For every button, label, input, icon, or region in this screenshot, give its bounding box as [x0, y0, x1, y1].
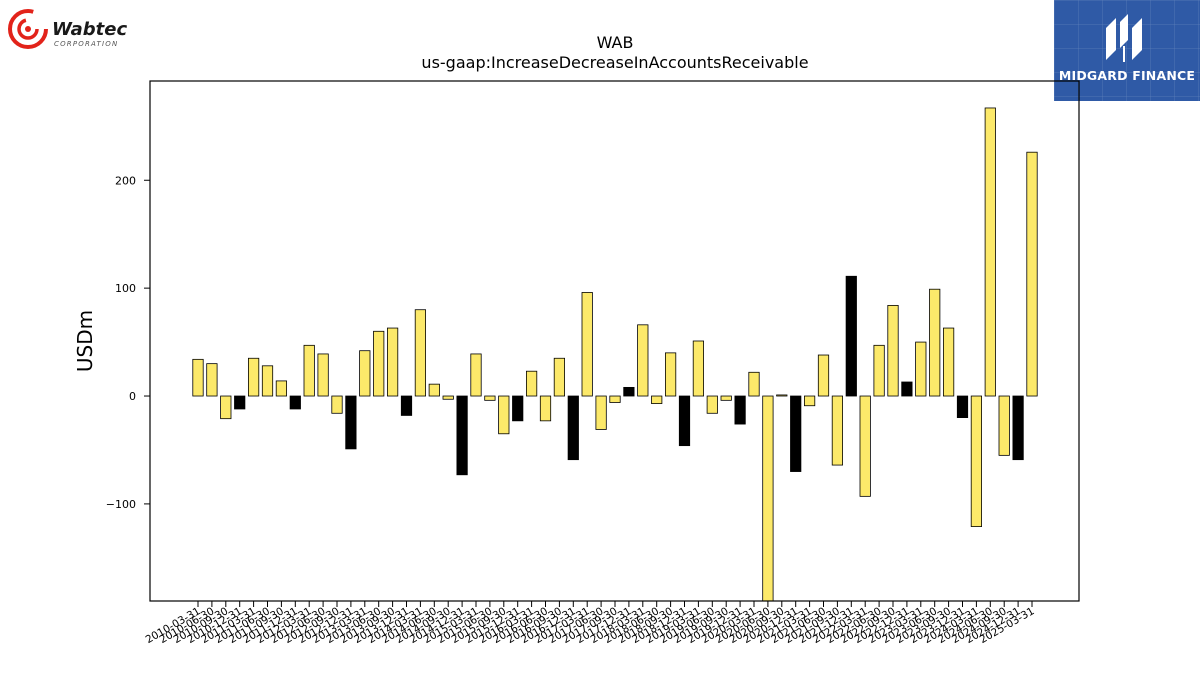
- y-tick-label: 0: [129, 390, 136, 403]
- bar: [526, 370, 538, 397]
- bar: [901, 381, 913, 397]
- bar: [873, 344, 885, 397]
- bar: [234, 395, 246, 410]
- bar: [748, 371, 760, 397]
- bar: [970, 395, 983, 527]
- bar: [845, 275, 857, 397]
- bar: [998, 395, 1010, 456]
- bar: [192, 358, 204, 397]
- bar: [470, 353, 482, 397]
- bar: [331, 395, 343, 414]
- y-tick-label: 100: [115, 282, 136, 295]
- plot-area: −10001002002010-03-312010-06-302010-09-3…: [106, 107, 1038, 646]
- bar: [289, 395, 301, 410]
- bar: [275, 380, 288, 397]
- bar: [665, 352, 677, 397]
- bar: [512, 395, 524, 422]
- bar: [317, 353, 329, 397]
- bar: [345, 395, 357, 450]
- bar: [762, 395, 774, 601]
- bar: [247, 357, 260, 397]
- bar: [595, 395, 607, 430]
- y-tick-label: −100: [106, 498, 136, 511]
- bar: [678, 395, 691, 447]
- midgard-finance-logo: MIDGARD FINANCE: [1054, 0, 1200, 101]
- bar: [776, 394, 788, 397]
- bar: [929, 288, 941, 397]
- bar: [206, 363, 218, 397]
- bar: [456, 395, 468, 476]
- bar: [400, 395, 413, 416]
- midgard-wordmark: MIDGARD FINANCE: [1058, 68, 1196, 83]
- bar: [1026, 151, 1038, 397]
- y-axis-label: USDm: [73, 310, 97, 372]
- wabtec-logo: Wabtec CORPORATION: [6, 6, 146, 52]
- bar: [373, 330, 385, 397]
- wabtec-tagline: CORPORATION: [54, 40, 118, 48]
- bar: [956, 395, 969, 418]
- bars-group: [192, 107, 1038, 601]
- chart-title: WAB: [597, 33, 634, 52]
- bar: [484, 395, 496, 401]
- bar: [303, 344, 315, 397]
- plot-frame: [149, 80, 1080, 602]
- bar: [1012, 395, 1024, 461]
- bar: [553, 357, 566, 397]
- bar: [887, 304, 899, 397]
- bar: [414, 309, 427, 397]
- bar: [831, 395, 844, 466]
- bar: [442, 395, 454, 400]
- wabtec-wordmark: Wabtec: [52, 19, 127, 40]
- bar: [915, 341, 927, 397]
- bar: [734, 395, 746, 425]
- bar: [692, 340, 705, 397]
- bar: [651, 395, 663, 404]
- bar: [359, 350, 371, 397]
- bar: [220, 395, 232, 420]
- wabtec-emblem-icon: [8, 9, 48, 49]
- bar: [581, 292, 593, 397]
- bar: [539, 395, 552, 422]
- bar: [637, 324, 649, 397]
- bar: [859, 395, 871, 497]
- bar: [609, 395, 621, 403]
- bar: [804, 395, 816, 407]
- bar: [498, 395, 510, 435]
- bar: [261, 365, 274, 397]
- bar: [720, 395, 732, 401]
- bar: [943, 327, 955, 397]
- bar: [567, 395, 579, 461]
- y-tick-label: 200: [115, 174, 136, 187]
- bar: [706, 395, 718, 414]
- bar: [428, 383, 440, 397]
- bar: [817, 354, 830, 397]
- bar: [984, 107, 996, 397]
- bar: [623, 386, 635, 397]
- bar: [790, 395, 802, 472]
- bar: [386, 327, 399, 397]
- midgard-emblem-icon: [1106, 14, 1142, 62]
- chart-subtitle: us-gaap:IncreaseDecreaseInAccountsReceiv…: [421, 53, 808, 72]
